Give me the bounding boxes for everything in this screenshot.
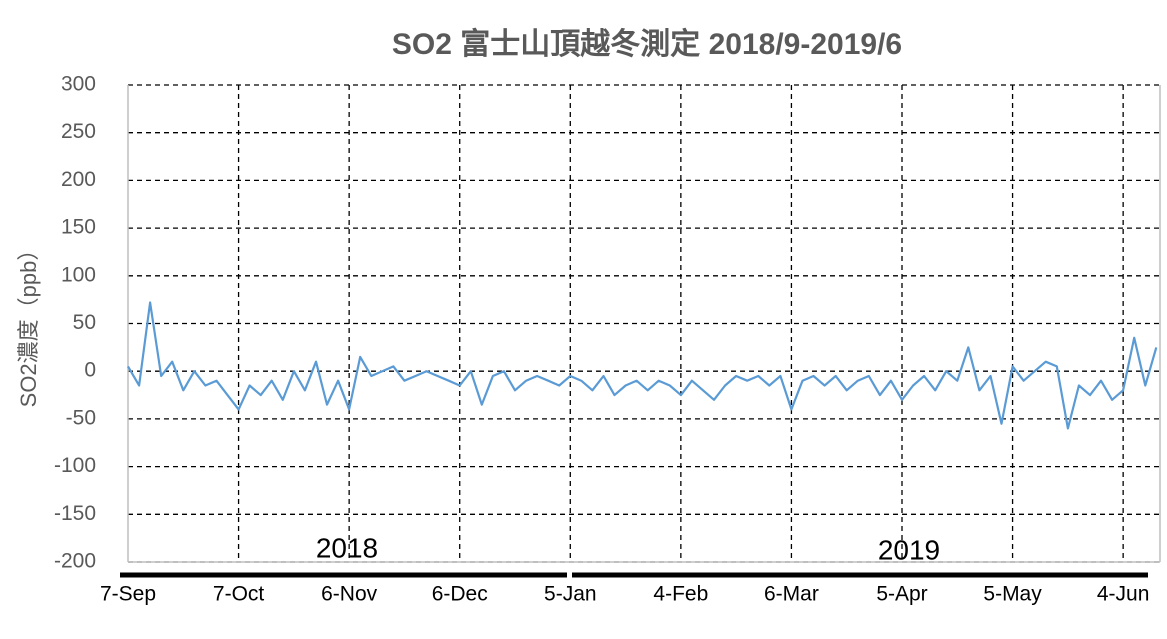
x-tick-label: 6-Dec — [432, 583, 488, 606]
y-tick-label: 250 — [61, 120, 96, 143]
y-tick-label: 300 — [61, 73, 96, 96]
y-tick-label: -100 — [54, 454, 96, 477]
x-tick-label: 5-Apr — [876, 583, 927, 606]
chart-title: SO2 富士山頂越冬測定 2018/9-2019/6 — [392, 27, 902, 61]
x-tick-label: 5-Jan — [544, 583, 597, 606]
y-tick-label: -50 — [66, 406, 96, 429]
y-axis-label: SO2濃度（ppb） — [16, 239, 41, 408]
data-line — [127, 301, 1158, 430]
y-tick-label: -150 — [54, 502, 96, 525]
x-tick-label: 6-Mar — [764, 583, 819, 606]
y-tick-label: 200 — [61, 168, 96, 191]
x-tick-label: 7-Oct — [213, 583, 265, 606]
y-tick-label: 100 — [61, 263, 96, 286]
y-tick-label: 0 — [84, 359, 96, 382]
x-tick-label: 5-May — [983, 583, 1042, 606]
x-tick-label: 4-Jun — [1097, 583, 1150, 606]
y-tick-label: -200 — [54, 550, 96, 573]
y-tick-label: 50 — [73, 311, 96, 334]
year-label: 2019 — [878, 534, 940, 565]
x-tick-label: 4-Feb — [653, 583, 708, 606]
x-tick-label: 6-Nov — [321, 583, 378, 606]
y-tick-label: 150 — [61, 216, 96, 239]
x-tick-label: 7-Sep — [100, 583, 156, 606]
year-label: 2018 — [316, 532, 378, 563]
